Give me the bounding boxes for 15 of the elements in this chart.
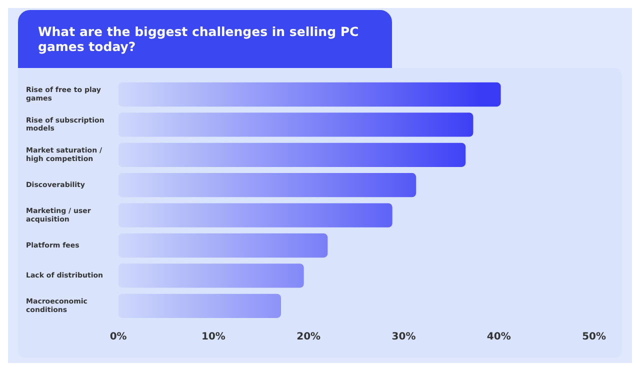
x-tick-label: 40% (486, 332, 511, 343)
x-tick-label: 0% (110, 332, 127, 343)
bar (118, 264, 304, 288)
x-tick-label: 10% (201, 332, 226, 343)
x-tick-label: 50% (582, 332, 606, 343)
bar (118, 173, 416, 198)
x-tick-label: 20% (296, 332, 321, 343)
bar (118, 233, 328, 258)
x-tick-label: 30% (392, 332, 416, 343)
chart-title: What are the biggest challenges in selling PC games today? (18, 10, 392, 68)
bar (118, 203, 392, 228)
bar (118, 82, 501, 107)
bar (118, 112, 474, 137)
bar (118, 142, 466, 167)
bar (118, 294, 282, 318)
